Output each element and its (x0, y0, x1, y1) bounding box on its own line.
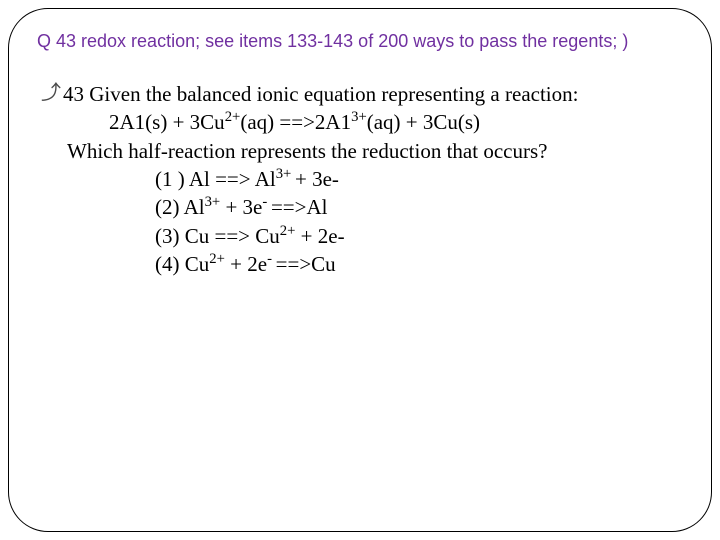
o3b: + 2e- (295, 224, 344, 248)
o4c: ==>Cu (276, 252, 336, 276)
o2b: + 3e (220, 195, 262, 219)
option-4: (4) Cu2+ + 2e- ==>Cu (155, 250, 683, 278)
slide-frame: Q 43 redox reaction; see items 133-143 o… (8, 8, 712, 532)
bullet-icon: ⤴ (41, 80, 61, 107)
question-line: 43 Given the balanced ionic equation rep… (63, 80, 578, 108)
o2sup: 3+ (205, 194, 221, 210)
equation-line: 2A1(s) + 3Cu2+(aq) ==>2A13+(aq) + 3Cu(s) (109, 108, 683, 136)
o3a: (3) Cu ==> Cu (155, 224, 280, 248)
option-1: (1 ) Al ==> Al3+ + 3e- (155, 165, 683, 193)
option-3: (3) Cu ==> Cu2+ + 2e- (155, 222, 683, 250)
eq-part3: (aq) + 3Cu(s) (367, 110, 480, 134)
o1b: + 3e- (295, 167, 339, 191)
slide-body: ⤴ 43 Given the balanced ionic equation r… (37, 80, 683, 278)
o2c: ==>Al (271, 195, 328, 219)
o3sup: 2+ (280, 223, 296, 239)
o4sup2: - (267, 251, 276, 267)
slide-title: Q 43 redox reaction; see items 133-143 o… (37, 31, 683, 52)
o4b: + 2e (225, 252, 267, 276)
eq-part2: (aq) ==>2A1 (240, 110, 351, 134)
question-text: Given the balanced ionic equation repres… (89, 82, 578, 106)
o4a: (4) Cu (155, 252, 209, 276)
eq-part1: 2A1(s) + 3Cu (109, 110, 225, 134)
option-2: (2) Al3+ + 3e- ==>Al (155, 193, 683, 221)
o4sup: 2+ (209, 251, 225, 267)
which-line: Which half-reaction represents the reduc… (67, 137, 683, 165)
o1a: (1 ) Al ==> Al (155, 167, 276, 191)
eq-sup1: 2+ (225, 109, 241, 125)
o2sup2: - (262, 194, 271, 210)
question-row: ⤴ 43 Given the balanced ionic equation r… (37, 80, 683, 108)
o2a: (2) Al (155, 195, 205, 219)
question-number: 43 (63, 82, 84, 106)
o1sup: 3+ (276, 166, 295, 182)
eq-sup2: 3+ (351, 109, 367, 125)
